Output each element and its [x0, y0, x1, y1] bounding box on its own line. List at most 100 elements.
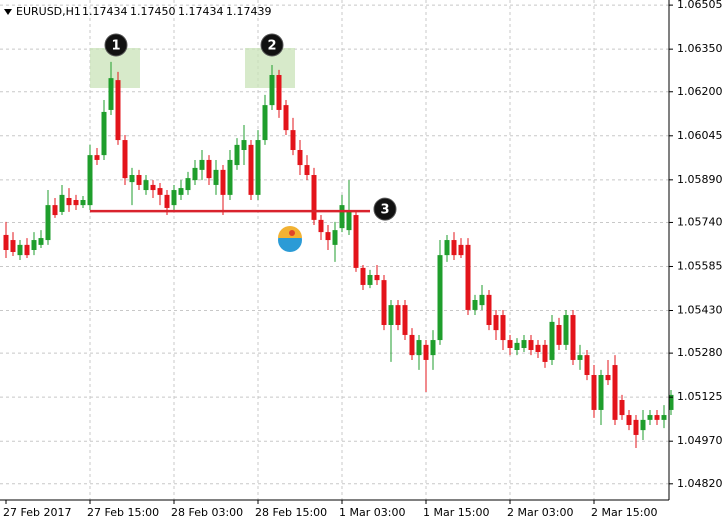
candle-body — [290, 130, 296, 150]
y-tick-label: 1.05430 — [677, 304, 723, 317]
candle-body — [213, 169, 219, 185]
candle-body — [605, 375, 611, 381]
candle-body — [591, 375, 597, 410]
annotation-label: 3 — [380, 203, 389, 218]
x-tick-label: 27 Feb 2017 — [3, 506, 71, 519]
candle-body — [360, 267, 366, 285]
y-tick-label: 1.04970 — [677, 434, 723, 447]
candle-body — [451, 240, 457, 256]
candle-body — [493, 315, 499, 331]
candle-body — [444, 240, 450, 256]
candle-body — [668, 394, 674, 410]
candle-body — [31, 240, 37, 250]
candle-body — [654, 415, 660, 420]
x-tick-label: 28 Feb 15:00 — [255, 506, 327, 519]
candle-body — [150, 184, 156, 191]
candle-body — [94, 155, 100, 160]
candle-body — [17, 244, 23, 256]
candle-body — [661, 415, 667, 420]
candle-body — [353, 215, 359, 268]
candle-body — [220, 169, 226, 195]
candle-body — [381, 280, 387, 325]
candle-body — [521, 340, 527, 349]
candle-body — [304, 165, 310, 175]
candle-body — [570, 315, 576, 360]
candle-body — [346, 211, 352, 231]
candle-body — [206, 159, 212, 179]
symbol: EURUSD,H1 — [16, 5, 81, 18]
candle-body — [472, 300, 478, 310]
candle-body — [171, 190, 177, 206]
candle-body — [73, 200, 79, 206]
candle-body — [283, 105, 289, 131]
annotation-label: 1 — [111, 39, 120, 54]
candle-body — [535, 344, 541, 352]
candle-body — [500, 315, 506, 341]
x-tick-label: 2 Mar 03:00 — [507, 506, 573, 519]
candle-body — [80, 200, 86, 206]
x-tick-label: 1 Mar 15:00 — [423, 506, 489, 519]
y-tick-label: 1.06350 — [677, 42, 723, 55]
y-tick-label: 1.06505 — [677, 0, 723, 11]
candle-body — [255, 140, 261, 195]
y-tick-label: 1.05740 — [677, 215, 723, 228]
candle-body — [66, 198, 72, 206]
candle-body — [423, 344, 429, 360]
candle-body — [108, 78, 114, 110]
candle-body — [248, 144, 254, 195]
y-tick-label: 1.06045 — [677, 129, 723, 142]
candle-body — [598, 375, 604, 410]
y-tick-label: 1.05280 — [677, 346, 723, 359]
quote-value: 1.17450 — [130, 5, 176, 18]
x-tick-label: 2 Mar 15:00 — [591, 506, 657, 519]
candle-body — [262, 105, 268, 141]
candle-body — [479, 294, 485, 306]
candle-body — [395, 305, 401, 325]
candle-body — [185, 178, 191, 191]
candle-body — [577, 355, 583, 360]
candle-body — [640, 419, 646, 431]
annotation-badge — [104, 33, 128, 57]
x-tick-label: 27 Feb 15:00 — [87, 506, 159, 519]
candle-body — [416, 340, 422, 356]
candle-body — [10, 240, 16, 252]
candle-body — [486, 294, 492, 325]
candle-body — [276, 75, 282, 110]
candle-body — [612, 365, 618, 420]
candle-body — [178, 188, 184, 195]
candle-body — [458, 244, 464, 256]
y-tick-label: 1.05125 — [677, 390, 723, 403]
candle-body — [38, 238, 44, 245]
x-tick-label: 1 Mar 03:00 — [339, 506, 405, 519]
candle-body — [311, 175, 317, 220]
y-tick-label: 1.05585 — [677, 259, 723, 272]
candle-body — [647, 415, 653, 420]
candle-body — [269, 75, 275, 106]
candle-body — [549, 321, 555, 360]
candle-body — [122, 140, 128, 179]
candle-body — [101, 111, 107, 156]
candle-body — [199, 159, 205, 170]
candle-body — [437, 255, 443, 341]
candle-body — [374, 275, 380, 281]
candle-body — [465, 244, 471, 310]
candle-body — [409, 334, 415, 356]
quote-value: 1.17439 — [226, 5, 272, 18]
candle-body — [325, 232, 331, 241]
menu-arrow[interactable] — [4, 9, 12, 15]
candle-body — [115, 80, 121, 141]
candle-body — [388, 305, 394, 325]
candle-body — [542, 344, 548, 362]
candle-body — [136, 175, 142, 185]
candle-body — [59, 194, 65, 212]
candle-body — [528, 340, 534, 350]
annotation-badge — [260, 33, 284, 57]
candle-body — [129, 175, 135, 183]
candle-body — [45, 205, 51, 241]
annotation-label: 2 — [267, 39, 276, 54]
candle-body — [556, 325, 562, 345]
candle-body — [332, 230, 338, 245]
annotation-badge — [373, 197, 397, 221]
candle-body — [24, 244, 30, 256]
